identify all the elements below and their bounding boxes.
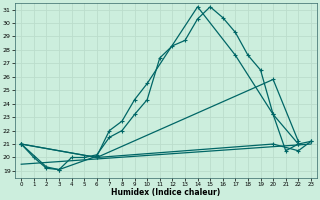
X-axis label: Humidex (Indice chaleur): Humidex (Indice chaleur) (111, 188, 221, 197)
